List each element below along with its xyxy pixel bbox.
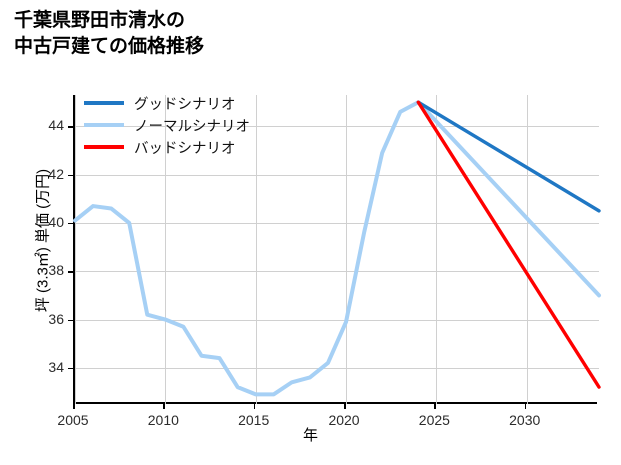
- y-tick-mark: [68, 222, 73, 225]
- gridline-horizontal: [75, 367, 599, 369]
- x-tick-label: 2030: [509, 412, 541, 428]
- legend-item[interactable]: ノーマルシナリオ: [84, 114, 250, 136]
- legend-swatch-icon: [84, 101, 124, 105]
- x-tick-mark: [524, 404, 527, 409]
- x-tick-label: 2025: [418, 412, 450, 428]
- legend-label: グッドシナリオ: [134, 96, 236, 113]
- y-tick-mark: [68, 319, 73, 321]
- y-tick-mark: [68, 126, 73, 128]
- gridline-horizontal: [75, 271, 599, 273]
- y-tick-label: 38: [48, 262, 64, 279]
- legend-swatch-icon: [84, 145, 124, 149]
- series-lines: [73, 100, 601, 397]
- series-line-good: [416, 100, 601, 213]
- series-line-normal: [73, 100, 601, 397]
- gridline-horizontal: [75, 319, 599, 321]
- y-tick-mark: [68, 174, 73, 177]
- y-tick-mark: [68, 367, 73, 370]
- legend-label: ノーマルシナリオ: [134, 118, 250, 135]
- x-axis-title: 年: [302, 427, 318, 444]
- x-tick-label: 2010: [147, 412, 179, 428]
- gridline-vertical: [255, 95, 257, 404]
- legend-label: バッドシナリオ: [134, 140, 236, 157]
- legend-swatch-icon: [84, 123, 124, 127]
- gridline-horizontal: [75, 174, 599, 176]
- y-tick-label: 42: [48, 165, 64, 182]
- x-tick-mark: [434, 404, 436, 409]
- gridline-vertical: [346, 95, 348, 404]
- x-tick-label: 2015: [238, 412, 270, 428]
- gridline-vertical: [165, 95, 167, 404]
- gridline-horizontal: [75, 126, 599, 128]
- y-tick-label: 44: [48, 117, 64, 134]
- x-tick-mark: [344, 404, 346, 409]
- x-tick-label: 2020: [328, 412, 360, 428]
- legend-item[interactable]: バッドシナリオ: [84, 136, 250, 158]
- x-tick-mark: [73, 404, 75, 409]
- x-tick-mark: [163, 404, 165, 409]
- page-title: 千葉県野田市清水の 中古戸建ての価格推移: [14, 10, 205, 57]
- x-tick-mark: [253, 404, 256, 409]
- gridline-vertical: [436, 95, 438, 404]
- gridline-horizontal: [75, 222, 599, 224]
- y-tick-label: 36: [48, 310, 64, 327]
- y-tick-label: 40: [48, 213, 64, 230]
- legend: グッドシナリオ ノーマルシナリオ バッドシナリオ: [84, 92, 250, 158]
- y-axis-title: 坪 (3.3㎡) 単価 (万円): [34, 168, 52, 313]
- plot-area: [73, 95, 601, 404]
- gridline-vertical: [526, 95, 528, 404]
- x-tick-label: 2005: [57, 412, 89, 428]
- gridline-vertical: [75, 95, 76, 404]
- y-tick-label: 34: [48, 358, 64, 375]
- legend-item[interactable]: グッドシナリオ: [84, 92, 250, 114]
- y-tick-mark: [68, 271, 73, 273]
- series-line-bad: [416, 100, 601, 389]
